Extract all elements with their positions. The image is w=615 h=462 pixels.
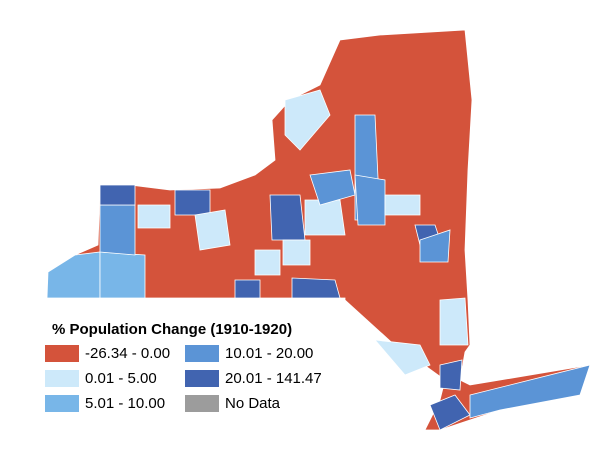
county [354,174,386,226]
legend-label: -26.34 - 0.00 [85,345,170,362]
county [284,89,331,151]
legend-swatch [185,345,219,362]
county [99,251,146,299]
county [46,251,101,299]
county [99,204,136,256]
legend-label: 20.01 - 141.47 [225,370,322,387]
county [99,184,136,206]
legend: -26.34 - 0.00 0.01 - 5.00 5.01 - 10.00 10.0… [45,345,322,412]
county [469,364,591,419]
county [194,209,231,251]
legend-label: 5.01 - 10.00 [85,395,165,412]
county [304,199,346,236]
legend-swatch [45,395,79,412]
county [374,339,431,376]
county [384,194,421,216]
county [419,229,451,263]
county [282,239,311,266]
legend-label: 10.01 - 20.00 [225,345,313,362]
legend-swatch [45,370,79,387]
county [254,249,281,276]
county [439,297,469,346]
legend-label: No Data [225,395,281,412]
county [234,279,261,299]
county [439,359,463,391]
legend-swatch [185,395,219,412]
county [174,189,211,216]
county [291,277,341,299]
county [269,194,306,241]
county [137,204,171,229]
legend-swatch [45,345,79,362]
legend-title: % Population Change (1910-1920) [52,321,292,338]
legend-label: 0.01 - 5.00 [85,370,157,387]
county-map [46,29,591,431]
legend-swatch [185,370,219,387]
